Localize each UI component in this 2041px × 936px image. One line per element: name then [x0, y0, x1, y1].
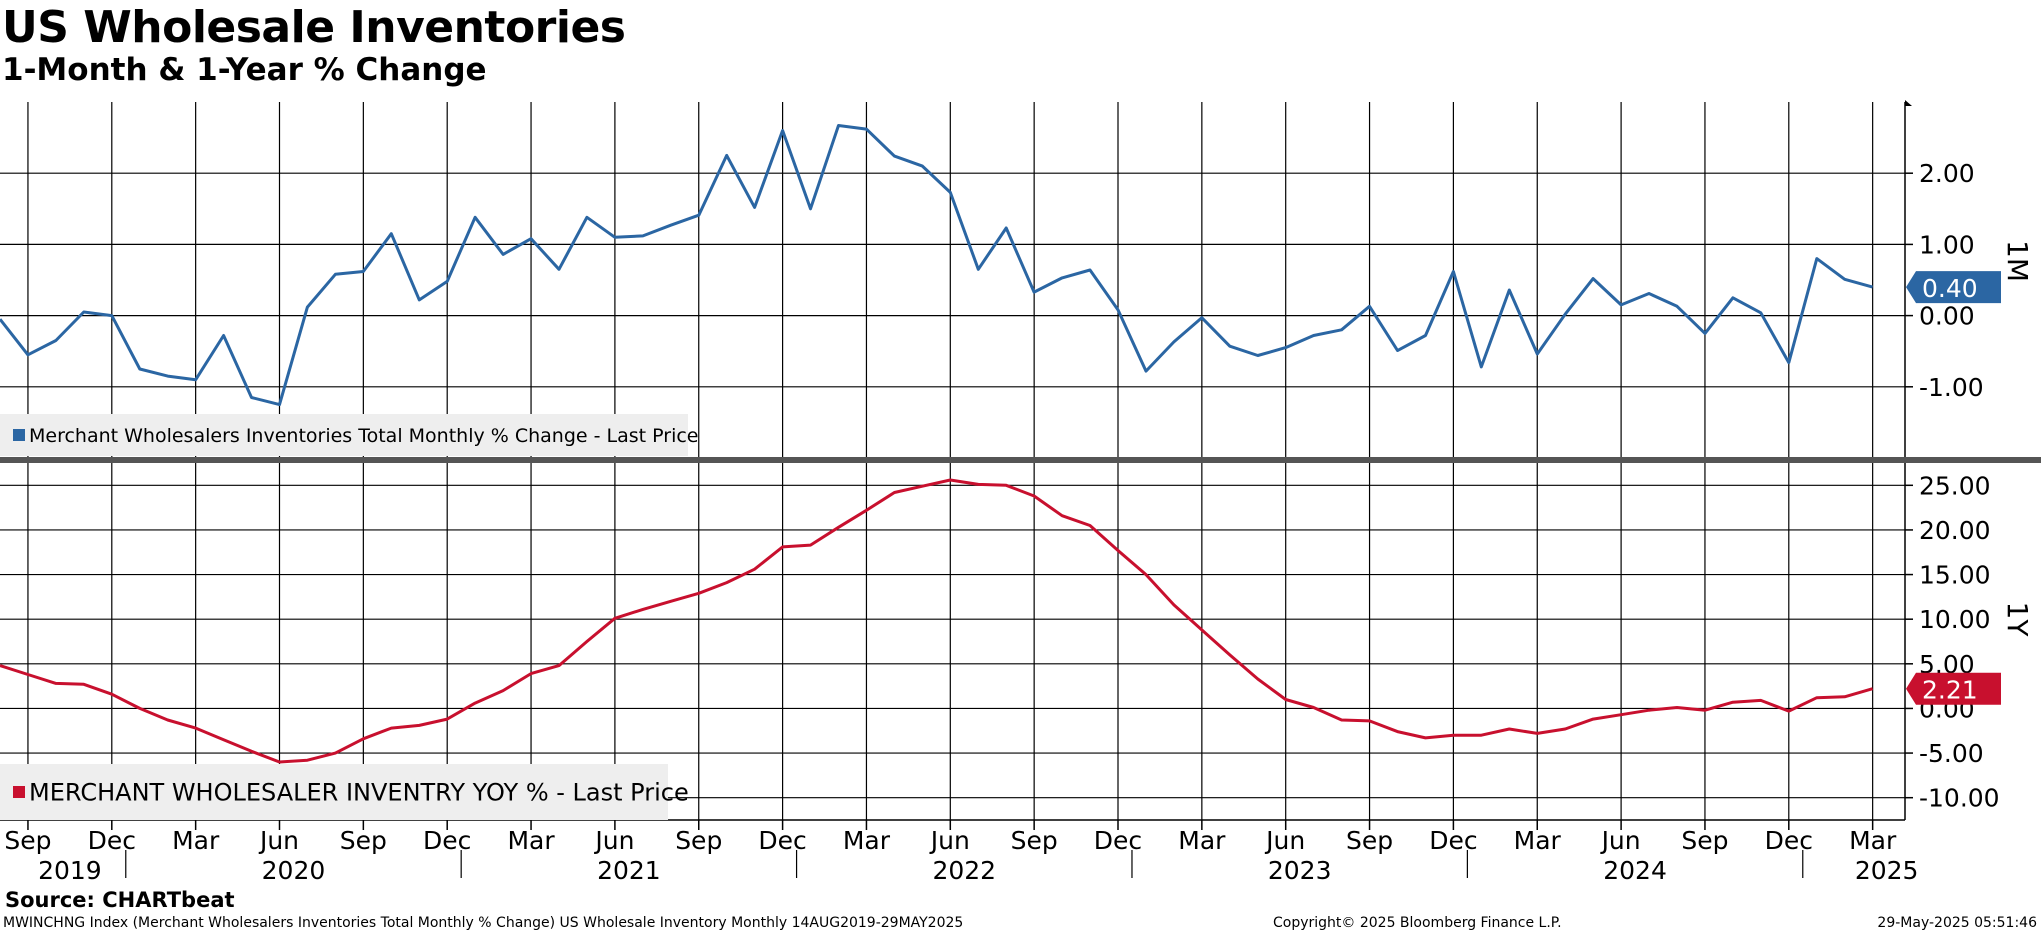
x-year-label: 2021 — [597, 856, 661, 885]
x-tick-label: Jun — [593, 826, 634, 855]
x-tick-label: Mar — [1178, 826, 1226, 855]
source-label: Source: CHARTbeat — [5, 888, 235, 912]
legend-layer: Merchant Wholesalers Inventories Total M… — [0, 414, 699, 820]
series-layer — [0, 124, 1874, 764]
x-tick-label: Jun — [1600, 826, 1641, 855]
y-tick-label: 25.00 — [1919, 471, 1991, 500]
x-tick-label: Dec — [1765, 826, 1813, 855]
y-tick-label: 20.00 — [1919, 516, 1991, 545]
x-tick-label: Dec — [1429, 826, 1477, 855]
y-tick-label: 15.00 — [1919, 561, 1991, 590]
y-tick-label: -10.00 — [1919, 784, 2000, 813]
x-tick-label: Dec — [1094, 826, 1142, 855]
x-tick-label: Sep — [1681, 826, 1728, 855]
x-year-label: 2025 — [1855, 856, 1919, 885]
y-tick-label: 0.00 — [1919, 302, 1975, 331]
series-line — [0, 478, 1874, 764]
x-tick-label: Jun — [258, 826, 299, 855]
x-tick-label: Mar — [1514, 826, 1562, 855]
legend-box — [0, 414, 688, 456]
y-tick-label: 2.00 — [1919, 159, 1975, 188]
x-year-label: 2019 — [38, 856, 102, 885]
x-tick-label: Sep — [1011, 826, 1058, 855]
y-tick-label: -5.00 — [1919, 739, 1984, 768]
x-tick-label: Jun — [1264, 826, 1305, 855]
panel-separator — [0, 457, 2041, 463]
x-tick-label: Dec — [423, 826, 471, 855]
x-tick-label: Jun — [929, 826, 970, 855]
legend-label: MERCHANT WHOLESALER INVENTRY YOY % - Las… — [29, 779, 689, 807]
panel-label: 1Y — [2001, 602, 2034, 638]
last-value-label: 0.40 — [1922, 274, 1978, 303]
series-line — [0, 124, 1874, 407]
x-tick-label: Mar — [507, 826, 555, 855]
x-tick-label: Sep — [675, 826, 722, 855]
grid-layer — [0, 102, 1905, 820]
x-year-label: 2023 — [1268, 856, 1332, 885]
x-year-label: 2020 — [262, 856, 326, 885]
copyright: Copyright© 2025 Bloomberg Finance L.P. — [1273, 915, 1562, 931]
last-value-label: 2.21 — [1922, 676, 1978, 705]
x-tick-label: Mar — [843, 826, 891, 855]
timestamp: 29-May-2025 05:51:46 — [1877, 915, 2037, 931]
x-year-label: 2022 — [932, 856, 996, 885]
axis-layer: -1.000.001.002.000.401M-10.00-5.000.005.… — [0, 100, 2041, 885]
y-tick-label: -1.00 — [1919, 373, 1984, 402]
x-year-label: 2024 — [1603, 856, 1667, 885]
x-tick-label: Mar — [172, 826, 220, 855]
y-tick-label: 1.00 — [1919, 230, 1975, 259]
chart-title: US Wholesale Inventories — [2, 2, 626, 53]
legend-box — [0, 764, 668, 820]
panel-label: 1M — [2001, 240, 2034, 282]
legend-swatch — [13, 786, 25, 798]
x-tick-label: Dec — [88, 826, 136, 855]
y-tick-label: 10.00 — [1919, 605, 1991, 634]
axis-arrow — [1905, 100, 1912, 106]
ticker-info: MWINCHNG Index (Merchant Wholesalers Inv… — [3, 915, 964, 931]
x-tick-label: Mar — [1849, 826, 1897, 855]
legend-label: Merchant Wholesalers Inventories Total M… — [29, 425, 699, 447]
last-value-tag — [1906, 672, 2001, 705]
x-tick-label: Sep — [4, 826, 51, 855]
last-value-tag — [1906, 271, 2001, 304]
legend-swatch — [13, 429, 25, 441]
x-tick-label: Sep — [1346, 826, 1393, 855]
x-tick-label: Dec — [758, 826, 806, 855]
chart-subtitle: 1-Month & 1-Year % Change — [2, 52, 487, 88]
x-tick-label: Sep — [340, 826, 387, 855]
